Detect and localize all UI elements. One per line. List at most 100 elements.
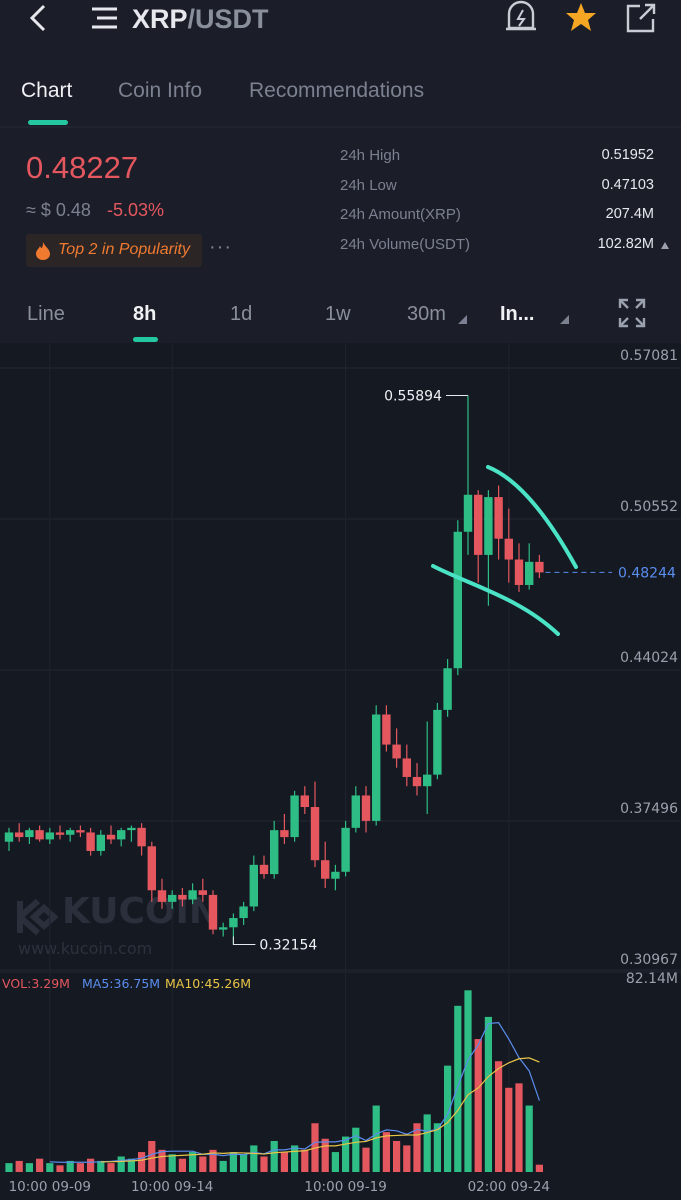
volume-bar [372,1105,380,1172]
volume-bar [403,1145,411,1172]
candle-body [219,927,228,930]
candle-body [239,906,248,919]
fullscreen-button[interactable] [618,298,646,328]
candle-body [310,807,320,861]
candle-body [280,830,289,838]
more-button[interactable]: ··· [209,236,232,258]
volume-bar [301,1149,309,1172]
candle-body [423,774,432,787]
price-change: -5.03% [107,200,165,220]
alert-button[interactable] [506,0,536,31]
kline-chart: KUCOINwww.kucoin.com0.570810.505520.4402… [0,343,681,1200]
favorite-button[interactable] [566,3,596,31]
volume-bar [209,1149,217,1172]
candle-body [535,561,544,573]
volume-bar [36,1158,44,1172]
candle-body [45,832,54,840]
volume-bar [87,1158,95,1172]
volume-bar [352,1127,360,1172]
candle-body [525,561,534,585]
volume-bar [270,1140,278,1172]
volume-bar [178,1158,186,1172]
candle-body [66,830,75,835]
approx-price: ≈ $ 0.48 [26,200,91,220]
candle-body [300,795,309,808]
candle-body [106,834,116,840]
flame-icon [36,242,50,260]
volume-bar [291,1145,299,1172]
volume-bar [229,1152,237,1172]
popularity-badge[interactable]: Top 2 in Popularity [26,234,202,267]
volume-bar [117,1156,125,1172]
volume-bar [168,1154,176,1172]
candle-body [494,497,503,539]
candle-body [412,776,422,787]
tab[interactable]: Recommendations [249,79,425,102]
stat-label: 24h High [340,147,401,164]
interval-tab[interactable]: 30m [407,303,446,325]
volume-legend: VOL:3.29M [2,976,70,991]
watermark-url: www.kucoin.com [18,939,152,958]
x-tick-label: 10:00 09-19 [304,1179,386,1195]
tab[interactable]: Coin Info [118,79,203,102]
volume-legend: MA10:45.26M [165,976,251,991]
volume-bar [535,1164,543,1172]
candle-body [392,744,401,759]
volume-bar [433,1123,441,1172]
interval-tab[interactable]: 8h [133,303,157,325]
candle-body [55,832,65,835]
volume-bar [240,1154,248,1172]
candle-body [321,860,330,879]
candle-body [259,864,269,875]
volume-bar [484,1016,492,1172]
volume-bar [525,1105,533,1172]
candle-body [402,758,411,777]
volume-bar [280,1152,288,1172]
volume-bar [138,1152,146,1172]
interval-tab[interactable]: In... [500,303,535,325]
drawn-line [431,564,560,636]
volume-bar [413,1123,421,1172]
volume-bar [464,990,472,1172]
candle-body [453,531,462,669]
back-button[interactable] [29,4,46,32]
candle-body [25,830,34,838]
candle-body [372,714,381,821]
volume-bar [495,1061,503,1172]
share-button[interactable] [626,3,656,33]
volume-bar [5,1163,13,1172]
interval-tab[interactable]: 1d [230,303,253,325]
volume-bar [25,1163,33,1172]
drawn-line [486,465,578,569]
y-tick-label: 0.50552 [620,499,678,515]
volume-bar [382,1132,390,1172]
pair-title[interactable]: XRP/USDT [132,4,269,35]
candle-body [361,795,371,821]
volume-bar [97,1160,105,1172]
candle-body [382,714,391,745]
volume-tick-label: 82.14M [626,971,678,987]
candle-body [341,827,350,872]
low-marker [232,936,256,946]
volume-bar [66,1160,74,1172]
candle-body [157,890,167,902]
top-bar [0,0,681,128]
dropdown-arrow [458,315,467,324]
candle-body [198,890,207,895]
candle-body [229,918,238,928]
candle-body [351,795,360,828]
candle-body [127,827,136,831]
menu-button[interactable] [92,7,117,29]
candle-body [504,538,513,560]
candle-body [463,494,473,532]
volume-bar [250,1145,258,1172]
volume-bar [474,1039,482,1172]
volume-bar [454,1005,462,1172]
tab[interactable]: Chart [21,79,73,102]
interval-tab[interactable]: Line [27,303,65,325]
candle-body [290,795,299,838]
interval-tab[interactable]: 1w [325,303,351,325]
low-label: 0.32154 [259,938,317,954]
interval-underline [133,337,158,342]
candle-body [331,871,340,879]
